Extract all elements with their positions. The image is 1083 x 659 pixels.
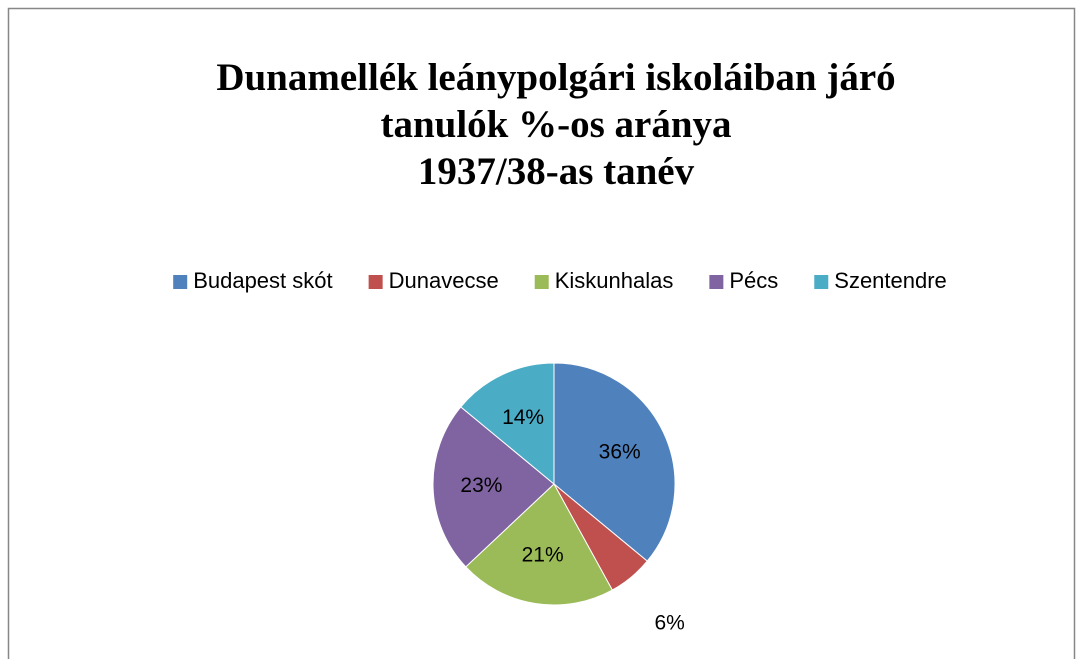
data-label: 14% <box>502 406 544 429</box>
data-label: 6% <box>655 611 685 634</box>
pie-slice <box>553 362 676 562</box>
chart-title: 1937/38-as tanév <box>418 150 695 193</box>
pie-slice <box>465 483 613 606</box>
data-label: 21% <box>522 543 564 566</box>
legend-label: Budapest skót <box>193 268 332 293</box>
data-label: 23% <box>460 474 502 497</box>
legend-label: Kiskunhalas <box>555 268 674 293</box>
legend-swatch <box>534 275 549 289</box>
legend-label: Pécs <box>729 268 778 293</box>
legend-swatch <box>709 275 724 289</box>
legend-swatch <box>368 275 383 289</box>
pie-slice <box>460 362 555 486</box>
chart-frame <box>7 7 1076 659</box>
legend-swatch <box>173 275 188 289</box>
data-label: 36% <box>599 441 641 464</box>
legend-label: Dunavecse <box>389 268 499 293</box>
pie-slice <box>432 406 555 568</box>
legend-swatch <box>814 275 829 289</box>
chart-title: tanulók %-os aránya <box>380 103 731 146</box>
legend-label: Szentendre <box>834 268 947 293</box>
chart-title: Dunamellék leánypolgári iskoláiban járó <box>216 56 895 99</box>
